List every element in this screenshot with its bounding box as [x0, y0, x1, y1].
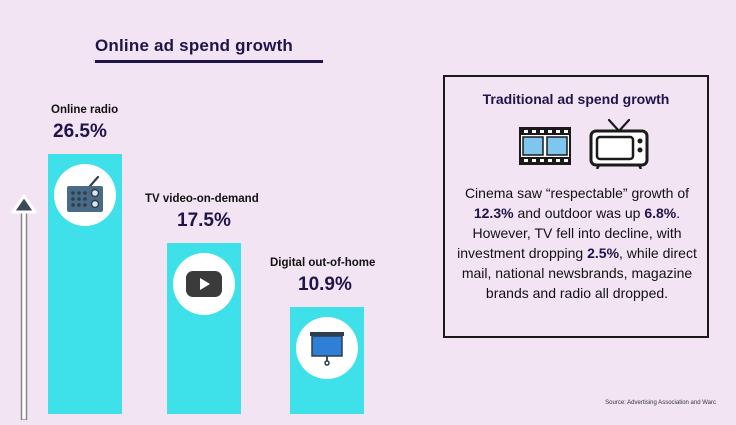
value-label: 17.5%	[177, 209, 231, 231]
category-label: Digital out-of-home	[270, 257, 376, 270]
body-text: Cinema saw “respectable” growth of	[464, 185, 690, 201]
value-label: 10.9%	[298, 274, 352, 296]
body-text: and outdoor was up	[513, 205, 645, 221]
value-label: 26.5%	[53, 121, 107, 143]
infographic: Online ad spend growth Online radio 26.5…	[11, 36, 716, 421]
chart-title: Online ad spend growth	[95, 36, 294, 55]
highlight-figure: 6.8%	[644, 205, 677, 221]
panel-icons	[519, 117, 649, 173]
panel-body: Cinema saw “respectable” growth of 12.3%…	[455, 183, 699, 303]
highlight-figure: 12.3%	[473, 205, 514, 221]
body-text: . However, TV fell into decline, with in…	[457, 205, 682, 261]
tv-icon	[589, 117, 649, 174]
highlight-figure: 2.5%	[587, 245, 620, 261]
title-underline	[95, 60, 323, 63]
film-strip-icon	[519, 127, 571, 170]
screen-icon	[296, 317, 358, 380]
video-play-icon	[173, 252, 235, 315]
up-arrow-icon	[10, 190, 38, 421]
radio-icon	[54, 164, 116, 227]
source-note: Source: Advertising Association and Warc	[605, 400, 716, 406]
traditional-panel: Traditional ad spend growth	[443, 75, 709, 338]
category-label: Online radio	[51, 104, 119, 117]
panel-title: Traditional ad spend growth	[482, 91, 670, 107]
body-text: , while direct mail, national newsbrands…	[461, 245, 697, 301]
category-label: TV video-on-demand	[145, 192, 259, 205]
